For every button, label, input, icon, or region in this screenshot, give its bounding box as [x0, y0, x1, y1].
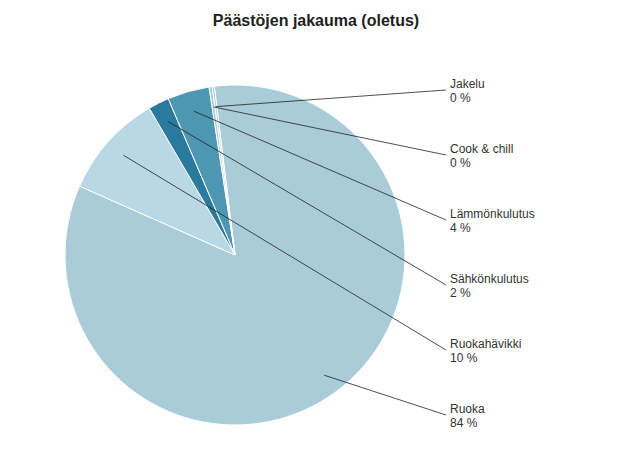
label-category: Ruoka — [450, 402, 485, 416]
leader-line — [324, 375, 446, 415]
leader-line — [216, 90, 446, 107]
label-value: 0 % — [450, 156, 471, 170]
label-category: Lämmönkulutus — [450, 207, 535, 221]
label-value: 0 % — [450, 91, 471, 105]
label-value: 84 % — [450, 416, 478, 430]
leader-line — [194, 111, 446, 220]
chart: Päästöjen jakauma (oletus)Ruoka84 %Ruoka… — [0, 0, 632, 465]
labels: Ruoka84 % Ruokahävikki10 % Sähkönkulutus2 … — [123, 77, 534, 430]
data-label: Lämmönkulutus4 % — [450, 207, 535, 235]
data-label: Ruokahävikki10 % — [450, 337, 521, 365]
label-value: 10 % — [450, 351, 478, 365]
label-category: Cook & chill — [450, 142, 513, 156]
data-label: Cook & chill0 % — [450, 142, 513, 170]
label-category: Sähkönkulutus — [450, 272, 529, 286]
leader-line — [168, 121, 446, 285]
data-label: Ruoka84 % — [450, 402, 485, 430]
slice — [212, 86, 235, 255]
slice — [168, 87, 235, 255]
leader-line — [214, 107, 446, 155]
label-value: 4 % — [450, 221, 471, 235]
slice — [209, 87, 235, 255]
label-value: 2 % — [450, 286, 471, 300]
label-category: Jakelu — [450, 77, 485, 91]
data-label: Jakelu0 % — [450, 77, 485, 105]
title: Päästöjen jakauma (oletus) — [213, 12, 419, 29]
label-category: Ruokahävikki — [450, 337, 521, 351]
leader-line — [123, 155, 446, 350]
data-label: Sähkönkulutus2 % — [450, 272, 529, 300]
